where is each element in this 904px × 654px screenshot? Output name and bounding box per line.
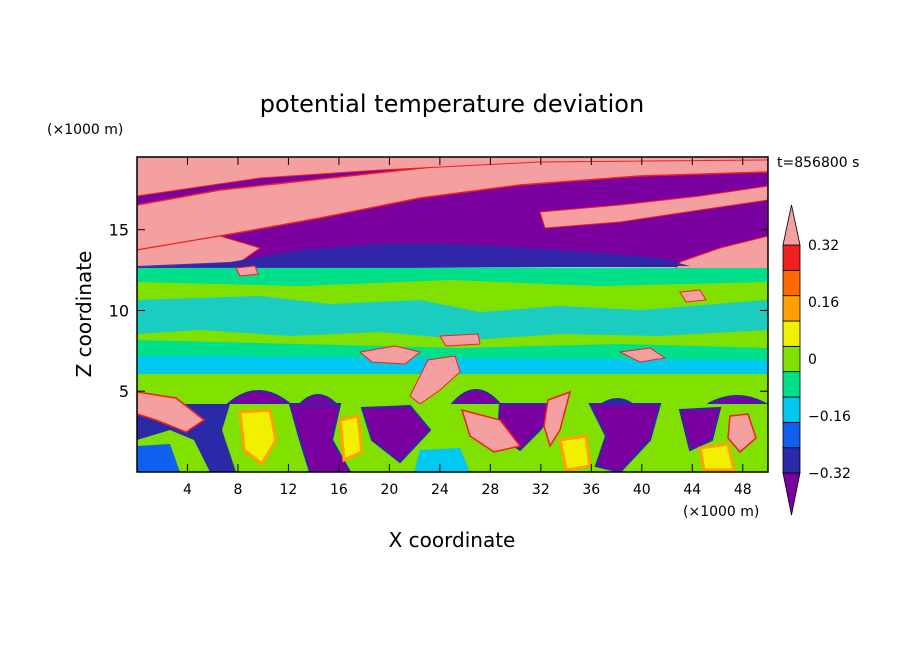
- y-axis-ticks: 5 10 15: [109, 221, 768, 401]
- field-ml-pink-3: [543, 390, 572, 448]
- y-axis-label: Z coordinate: [72, 251, 96, 378]
- x-tick-label: 28: [481, 482, 499, 498]
- x-tick-label: 8: [233, 482, 242, 498]
- field-blue-dip: [137, 244, 690, 270]
- colorbar-bin: [782, 396, 801, 423]
- field-pink-mid-2: [409, 355, 461, 405]
- y-tick-label: 5: [119, 382, 129, 401]
- time-label: t=856800 s: [777, 155, 859, 171]
- field-ml-yellow-4: [698, 442, 736, 472]
- field-pink-mid-3: [439, 333, 481, 347]
- field-dome-5: [600, 398, 634, 404]
- field-ml-purple-6: [678, 406, 722, 452]
- field-pink-mid-5: [679, 289, 707, 303]
- field-ml-pink-2: [460, 408, 522, 453]
- field-ml-yellow-1: [238, 408, 278, 467]
- field-ml-pink-4: [727, 413, 757, 454]
- colorbar-bin: [782, 421, 801, 449]
- colorbar-bin: [782, 269, 801, 297]
- y-unit-label: (×1000 m): [47, 122, 123, 138]
- field-pink-top-edge: [137, 157, 768, 197]
- x-tick-label: 16: [330, 482, 348, 498]
- colorbar-label: −0.16: [808, 409, 851, 425]
- colorbar-bin: [782, 371, 801, 398]
- field-pink-mid-6: [235, 265, 259, 277]
- field-ml-pink-1: [137, 391, 206, 433]
- x-axis-ticks: 4 8 12 16 20 24 28 32 36 40 44 48: [183, 157, 752, 498]
- colorbar-bin: [782, 345, 801, 373]
- field-ml-yellow-3: [558, 434, 592, 472]
- field-pink-band-1: [137, 157, 768, 251]
- y-tick-label: 10: [109, 301, 129, 320]
- field-ml-purple-2: [288, 403, 352, 472]
- field-pink-mid-1: [358, 345, 422, 365]
- x-tick-label: 40: [633, 482, 651, 498]
- colorbar: 0.32 0.16 0 −0.16 −0.32: [782, 204, 851, 516]
- field-ml-purple-5: [588, 403, 662, 472]
- colorbar-bin: [782, 244, 801, 271]
- chart-title: potential temperature deviation: [260, 90, 644, 118]
- colorbar-upper-extend: [782, 204, 801, 246]
- y-tick-label: 15: [109, 221, 129, 240]
- field-ml-yellow-2: [338, 414, 364, 463]
- x-tick-label: 44: [683, 482, 701, 498]
- x-tick-label: 20: [380, 482, 398, 498]
- colorbar-bin: [782, 295, 801, 322]
- x-tick-label: 36: [582, 482, 600, 498]
- x-unit-label: (×1000 m): [683, 504, 759, 520]
- field-ml-cyan-1: [137, 444, 180, 472]
- colorbar-label: 0: [808, 352, 817, 368]
- x-tick-label: 4: [183, 482, 192, 498]
- field-pink-mid-4: [618, 347, 667, 363]
- colorbar-label: −0.32: [808, 466, 851, 482]
- colorbar-lower-extend: [782, 472, 801, 516]
- x-tick-label: 48: [734, 482, 752, 498]
- x-axis-label: X coordinate: [389, 528, 516, 552]
- field-low-green: [137, 374, 768, 404]
- colorbar-label: 0.32: [808, 238, 839, 254]
- x-tick-label: 12: [280, 482, 298, 498]
- x-tick-label: 32: [532, 482, 550, 498]
- plot-frame: [136, 156, 769, 473]
- field-mid-teal: [137, 268, 768, 286]
- field-ml-purple-3: [360, 404, 432, 464]
- field-dome-4: [707, 395, 768, 405]
- colorbar-bin: [782, 320, 801, 347]
- colorbar-bin: [782, 447, 801, 474]
- field-mid-cyan-1: [137, 296, 768, 340]
- field-pink-band-2: [539, 185, 768, 229]
- colorbar-label: 0.16: [808, 295, 839, 311]
- heatmap-field: [137, 157, 768, 472]
- x-tick-label: 24: [431, 482, 449, 498]
- field-ml-cyan-2: [414, 448, 470, 472]
